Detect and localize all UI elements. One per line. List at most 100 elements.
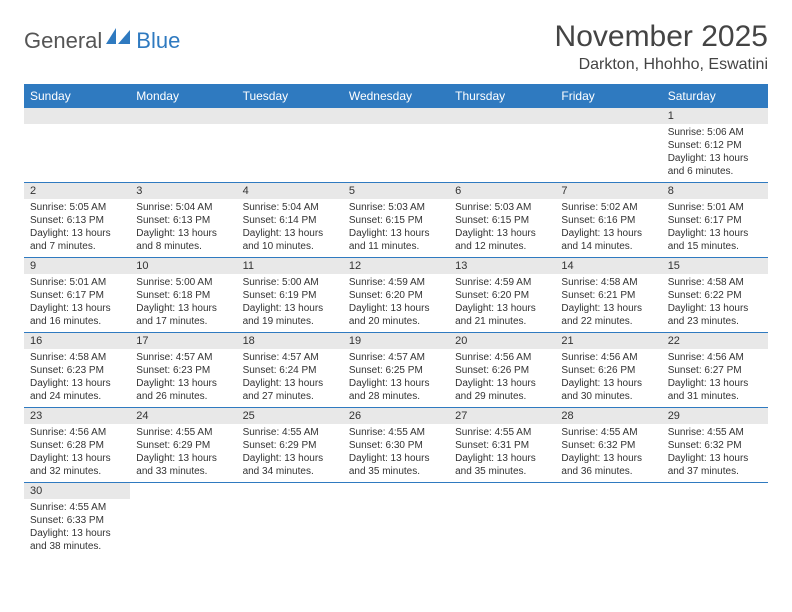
sunset-line: Sunset: 6:26 PM xyxy=(455,364,549,377)
day-number: 16 xyxy=(24,333,130,349)
day-number: 27 xyxy=(449,408,555,424)
sunrise-line: Sunrise: 4:55 AM xyxy=(136,426,230,439)
week-row: 16Sunrise: 4:58 AMSunset: 6:23 PMDayligh… xyxy=(24,333,768,408)
day-number xyxy=(24,108,130,124)
daylight-line: Daylight: 13 hours and 24 minutes. xyxy=(30,377,124,403)
day-cell: 15Sunrise: 4:58 AMSunset: 6:22 PMDayligh… xyxy=(662,258,768,333)
empty-cell xyxy=(237,483,343,558)
day-number: 22 xyxy=(662,333,768,349)
day-details: Sunrise: 5:03 AMSunset: 6:15 PMDaylight:… xyxy=(449,199,555,257)
day-cell: 8Sunrise: 5:01 AMSunset: 6:17 PMDaylight… xyxy=(662,183,768,258)
day-number: 25 xyxy=(237,408,343,424)
day-cell: 26Sunrise: 4:55 AMSunset: 6:30 PMDayligh… xyxy=(343,408,449,483)
calendar-body: 1Sunrise: 5:06 AMSunset: 6:12 PMDaylight… xyxy=(24,108,768,557)
daylight-line: Daylight: 13 hours and 6 minutes. xyxy=(668,152,762,178)
weekday-header-row: SundayMondayTuesdayWednesdayThursdayFrid… xyxy=(24,84,768,108)
empty-cell xyxy=(343,483,449,558)
day-details: Sunrise: 4:58 AMSunset: 6:21 PMDaylight:… xyxy=(555,274,661,332)
day-details: Sunrise: 4:55 AMSunset: 6:29 PMDaylight:… xyxy=(237,424,343,482)
day-cell: 24Sunrise: 4:55 AMSunset: 6:29 PMDayligh… xyxy=(130,408,236,483)
empty-cell xyxy=(343,108,449,183)
empty-cell xyxy=(449,108,555,183)
empty-cell xyxy=(555,483,661,558)
weekday-sunday: Sunday xyxy=(24,84,130,108)
sunset-line: Sunset: 6:19 PM xyxy=(243,289,337,302)
day-number: 1 xyxy=(662,108,768,124)
sunset-line: Sunset: 6:30 PM xyxy=(349,439,443,452)
day-cell: 1Sunrise: 5:06 AMSunset: 6:12 PMDaylight… xyxy=(662,108,768,183)
day-details: Sunrise: 4:56 AMSunset: 6:27 PMDaylight:… xyxy=(662,349,768,407)
daylight-line: Daylight: 13 hours and 33 minutes. xyxy=(136,452,230,478)
sunset-line: Sunset: 6:20 PM xyxy=(455,289,549,302)
day-number: 24 xyxy=(130,408,236,424)
day-details: Sunrise: 5:01 AMSunset: 6:17 PMDaylight:… xyxy=(24,274,130,332)
sunset-line: Sunset: 6:14 PM xyxy=(243,214,337,227)
day-number: 13 xyxy=(449,258,555,274)
day-cell: 30Sunrise: 4:55 AMSunset: 6:33 PMDayligh… xyxy=(24,483,130,558)
day-cell: 5Sunrise: 5:03 AMSunset: 6:15 PMDaylight… xyxy=(343,183,449,258)
day-cell: 3 Sunrise: 5:04 AMSunset: 6:13 PMDaylight… xyxy=(130,183,236,258)
day-details: Sunrise: 4:55 AMSunset: 6:32 PMDaylight:… xyxy=(555,424,661,482)
sunset-line: Sunset: 6:12 PM xyxy=(668,139,762,152)
day-details: Sunrise: 4:55 AMSunset: 6:32 PMDaylight:… xyxy=(662,424,768,482)
sunrise-line: Sunrise: 5:04 AM xyxy=(243,201,337,214)
logo-text-blue: Blue xyxy=(136,28,180,54)
sunrise-line: Sunrise: 4:56 AM xyxy=(30,426,124,439)
calendar-table: SundayMondayTuesdayWednesdayThursdayFrid… xyxy=(24,84,768,557)
day-cell: 23Sunrise: 4:56 AMSunset: 6:28 PMDayligh… xyxy=(24,408,130,483)
day-details: Sunrise: 4:58 AMSunset: 6:22 PMDaylight:… xyxy=(662,274,768,332)
day-cell: 9Sunrise: 5:01 AMSunset: 6:17 PMDaylight… xyxy=(24,258,130,333)
day-number: 19 xyxy=(343,333,449,349)
daylight-line: Daylight: 13 hours and 34 minutes. xyxy=(243,452,337,478)
sunset-line: Sunset: 6:23 PM xyxy=(30,364,124,377)
day-number: 28 xyxy=(555,408,661,424)
empty-cell xyxy=(555,108,661,183)
day-details: Sunrise: 4:56 AMSunset: 6:28 PMDaylight:… xyxy=(24,424,130,482)
sunrise-line: Sunrise: 4:58 AM xyxy=(668,276,762,289)
day-cell: 25Sunrise: 4:55 AMSunset: 6:29 PMDayligh… xyxy=(237,408,343,483)
empty-cell xyxy=(237,108,343,183)
day-cell: 16Sunrise: 4:58 AMSunset: 6:23 PMDayligh… xyxy=(24,333,130,408)
sunrise-line: Sunrise: 4:55 AM xyxy=(455,426,549,439)
day-cell: 17Sunrise: 4:57 AMSunset: 6:23 PMDayligh… xyxy=(130,333,236,408)
day-details: Sunrise: 4:55 AMSunset: 6:33 PMDaylight:… xyxy=(24,499,130,557)
day-details: Sunrise: 4:56 AMSunset: 6:26 PMDaylight:… xyxy=(449,349,555,407)
day-details: Sunrise: 5:00 AMSunset: 6:18 PMDaylight:… xyxy=(130,274,236,332)
logo: General Blue xyxy=(24,20,180,55)
header: General Blue November 2025 Darkton, Hhoh… xyxy=(24,20,768,74)
day-number: 3 xyxy=(130,183,236,199)
daylight-line: Daylight: 13 hours and 38 minutes. xyxy=(30,527,124,553)
logo-text-general: General xyxy=(24,28,102,54)
daylight-line: Daylight: 13 hours and 15 minutes. xyxy=(668,227,762,253)
sunset-line: Sunset: 6:15 PM xyxy=(455,214,549,227)
daylight-line: Daylight: 13 hours and 8 minutes. xyxy=(136,227,230,253)
sail-icon xyxy=(106,26,132,51)
day-number: 12 xyxy=(343,258,449,274)
empty-cell xyxy=(130,108,236,183)
sunset-line: Sunset: 6:13 PM xyxy=(136,214,230,227)
day-number: 23 xyxy=(24,408,130,424)
daylight-line: Daylight: 13 hours and 26 minutes. xyxy=(136,377,230,403)
day-number: 29 xyxy=(662,408,768,424)
week-row: 9Sunrise: 5:01 AMSunset: 6:17 PMDaylight… xyxy=(24,258,768,333)
sunset-line: Sunset: 6:25 PM xyxy=(349,364,443,377)
sunset-line: Sunset: 6:31 PM xyxy=(455,439,549,452)
sunrise-line: Sunrise: 5:03 AM xyxy=(455,201,549,214)
sunrise-line: Sunrise: 4:57 AM xyxy=(349,351,443,364)
daylight-line: Daylight: 13 hours and 20 minutes. xyxy=(349,302,443,328)
sunset-line: Sunset: 6:20 PM xyxy=(349,289,443,302)
empty-cell xyxy=(449,483,555,558)
sunset-line: Sunset: 6:17 PM xyxy=(30,289,124,302)
sunrise-line: Sunrise: 4:55 AM xyxy=(30,501,124,514)
sunset-line: Sunset: 6:16 PM xyxy=(561,214,655,227)
daylight-line: Daylight: 13 hours and 17 minutes. xyxy=(136,302,230,328)
sunrise-line: Sunrise: 5:04 AM xyxy=(136,201,230,214)
day-cell: 12Sunrise: 4:59 AMSunset: 6:20 PMDayligh… xyxy=(343,258,449,333)
daylight-line: Daylight: 13 hours and 10 minutes. xyxy=(243,227,337,253)
day-number: 2 xyxy=(24,183,130,199)
day-number xyxy=(449,108,555,124)
sunset-line: Sunset: 6:23 PM xyxy=(136,364,230,377)
page: General Blue November 2025 Darkton, Hhoh… xyxy=(0,0,792,577)
day-cell: 20Sunrise: 4:56 AMSunset: 6:26 PMDayligh… xyxy=(449,333,555,408)
daylight-line: Daylight: 13 hours and 37 minutes. xyxy=(668,452,762,478)
